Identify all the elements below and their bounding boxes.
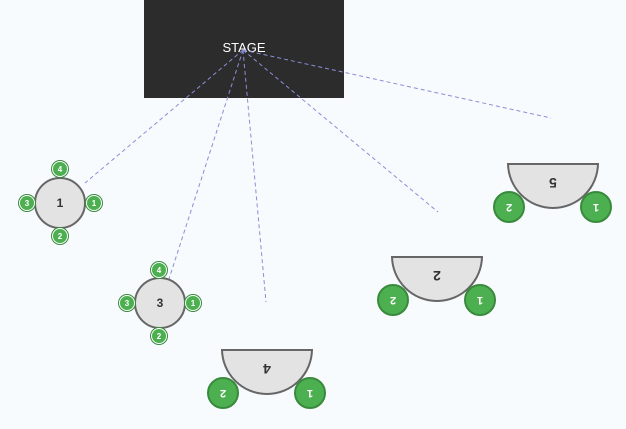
table-label: 4 — [223, 361, 311, 377]
seat-label: 3 — [125, 299, 129, 308]
seat-label: 1 — [477, 294, 483, 306]
stage[interactable]: STAGE — [144, 0, 344, 98]
table-label: 5 — [509, 175, 597, 191]
seat-left[interactable]: 2 — [207, 377, 239, 409]
seat-label: 1 — [191, 299, 195, 308]
seat-right[interactable]: 1 — [294, 377, 326, 409]
round-table-1[interactable]: 1 — [34, 177, 86, 229]
seat-top[interactable]: 4 — [151, 262, 167, 278]
seat-bottom[interactable]: 2 — [151, 328, 167, 344]
round-table-3[interactable]: 3 — [134, 277, 186, 329]
table-label: 3 — [157, 296, 164, 310]
seat-right[interactable]: 1 — [185, 295, 201, 311]
seat-label: 2 — [390, 294, 396, 306]
seat-left[interactable]: 2 — [493, 191, 525, 223]
table-label: 1 — [57, 196, 64, 210]
seat-right[interactable]: 1 — [464, 284, 496, 316]
seat-label: 2 — [58, 232, 62, 241]
seat-label: 3 — [25, 199, 29, 208]
seat-left[interactable]: 3 — [19, 195, 35, 211]
seat-label: 2 — [220, 387, 226, 399]
seat-bottom[interactable]: 2 — [52, 228, 68, 244]
seat-right[interactable]: 1 — [580, 191, 612, 223]
seat-label: 2 — [506, 201, 512, 213]
seat-label: 4 — [58, 165, 62, 174]
seat-label: 1 — [593, 201, 599, 213]
table-label: 2 — [393, 268, 481, 284]
seat-label: 1 — [307, 387, 313, 399]
stage-label: STAGE — [144, 40, 344, 55]
seat-right[interactable]: 1 — [86, 195, 102, 211]
seat-label: 1 — [92, 199, 96, 208]
seat-left[interactable]: 3 — [119, 295, 135, 311]
seat-label: 4 — [157, 266, 161, 275]
seat-label: 2 — [157, 332, 161, 341]
seat-left[interactable]: 2 — [377, 284, 409, 316]
seat-top[interactable]: 4 — [52, 161, 68, 177]
